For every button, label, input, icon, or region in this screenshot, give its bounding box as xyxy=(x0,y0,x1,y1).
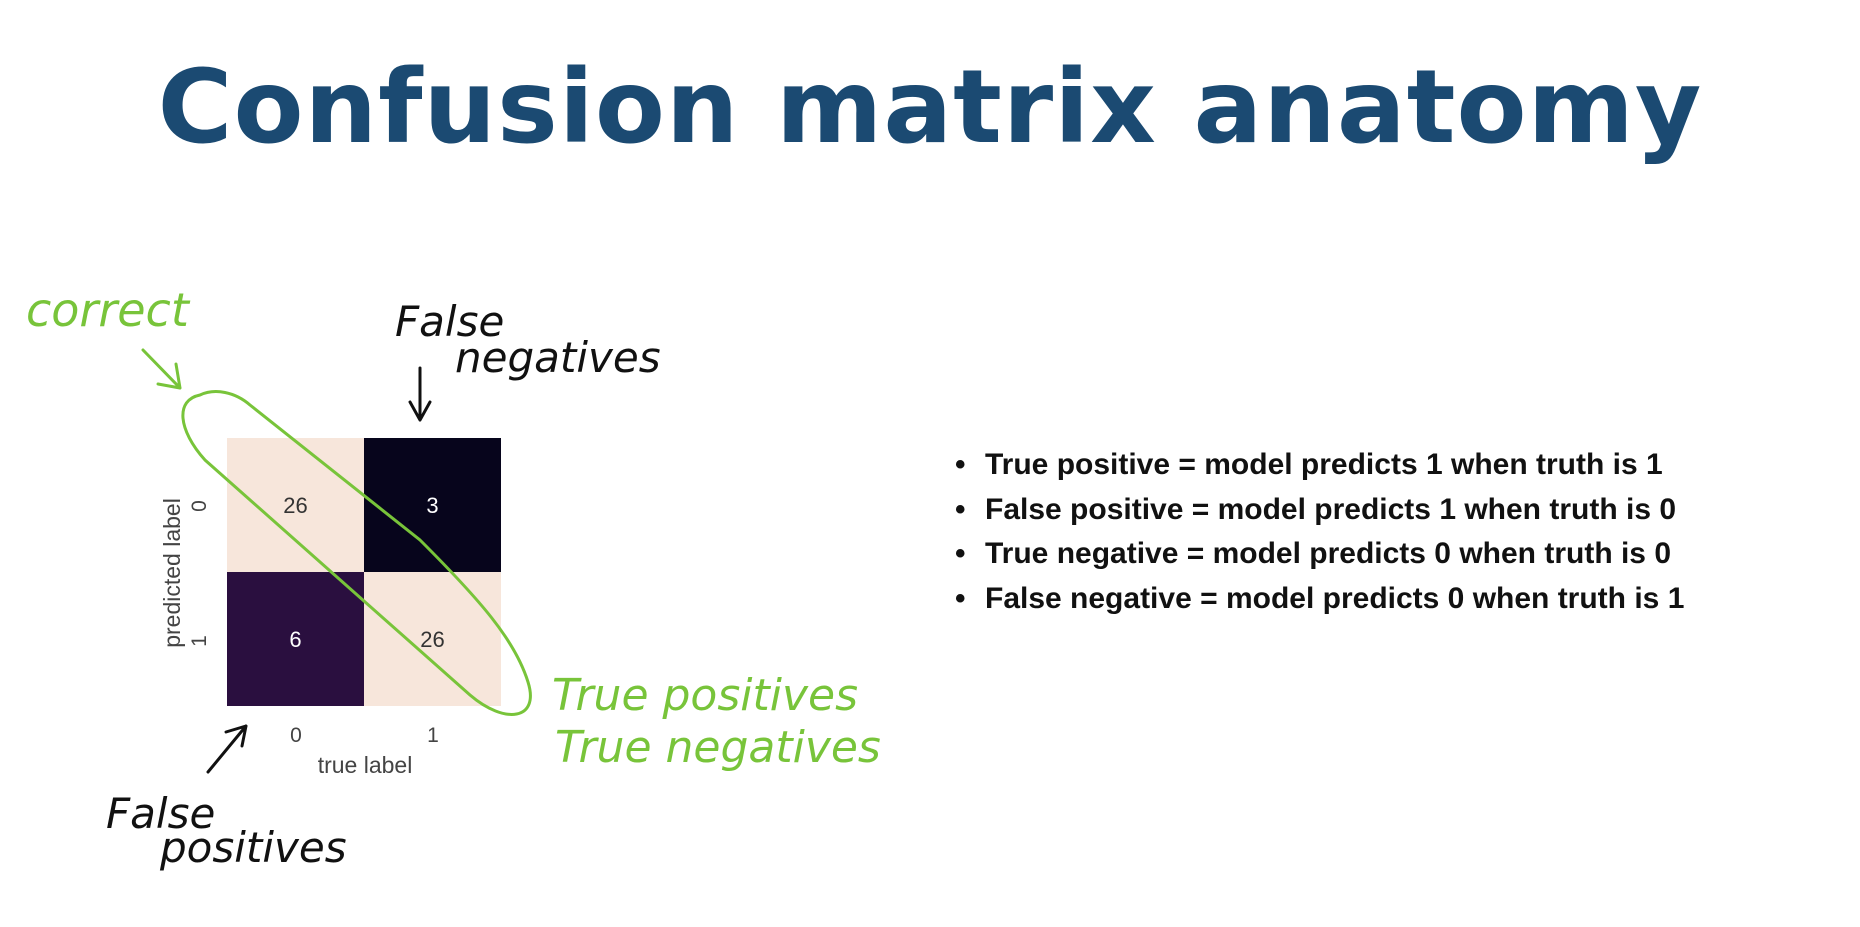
x-axis-label: true label xyxy=(318,752,413,778)
y-tick-1: 1 xyxy=(188,635,211,647)
matrix-value-fp: 6 xyxy=(289,627,301,652)
bullet-icon: • xyxy=(955,488,985,533)
y-tick-0: 0 xyxy=(188,500,211,512)
arrow-false-negatives-icon xyxy=(410,368,430,420)
arrow-correct-icon xyxy=(143,350,180,388)
x-tick-1: 1 xyxy=(427,724,439,747)
annotation-true-positives: True positives xyxy=(552,670,858,721)
matrix-value-fn: 3 xyxy=(426,493,438,518)
annotation-false-positives-line2: positives xyxy=(159,823,347,872)
matrix-value-tn: 26 xyxy=(283,493,307,518)
definition-true-negative: • True negative = model predicts 0 when t… xyxy=(955,532,1684,577)
annotation-correct: correct xyxy=(26,283,191,337)
bullet-icon: • xyxy=(955,443,985,488)
definition-false-positive: • False positive = model predicts 1 when … xyxy=(955,488,1684,533)
definition-false-negative: • False negative = model predicts 0 when … xyxy=(955,577,1684,622)
annotation-false-negatives-line2: negatives xyxy=(455,333,661,382)
definition-true-positive: • True positive = model predicts 1 when t… xyxy=(955,443,1684,488)
bullet-icon: • xyxy=(955,577,985,622)
matrix-value-tp: 26 xyxy=(420,627,444,652)
bullet-icon: • xyxy=(955,532,985,577)
annotation-true-negatives: True negatives xyxy=(555,722,881,773)
arrow-false-positives-icon xyxy=(208,726,246,772)
definitions-list: • True positive = model predicts 1 when t… xyxy=(955,443,1684,621)
y-axis-label: predicted label xyxy=(159,498,185,648)
x-tick-0: 0 xyxy=(290,724,302,747)
